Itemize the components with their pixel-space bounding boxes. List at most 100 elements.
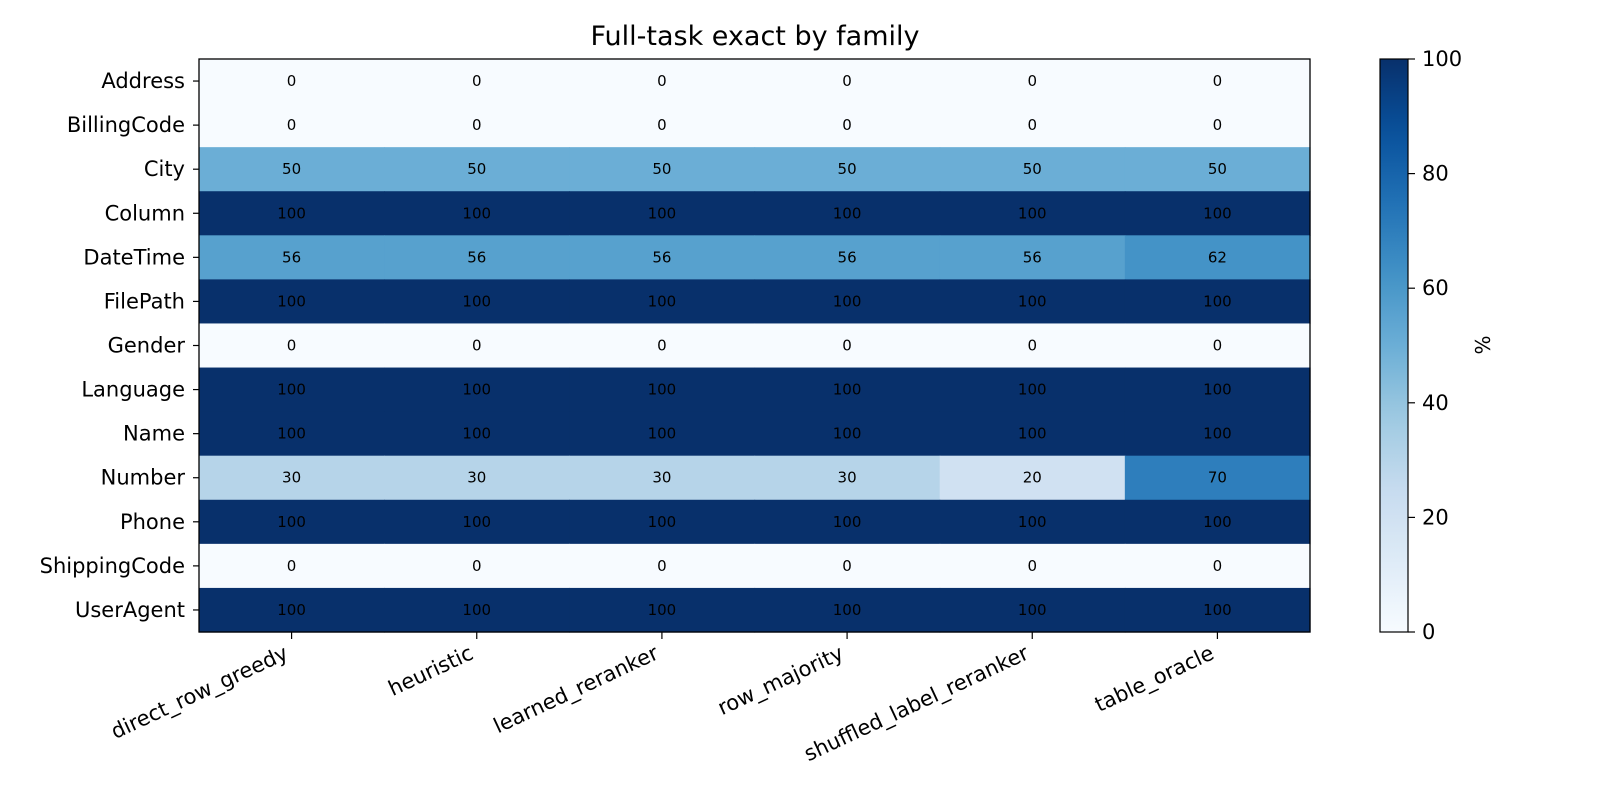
heatmap-cell <box>199 323 385 369</box>
cell-value-label: 50 <box>838 160 857 178</box>
heatmap-cell-labels: 0 0 0 0 0 0 0 0 0 0 0 0 50 50 50 50 50 50 100 100 100 100 100 1… <box>277 72 1231 619</box>
heatmap-cell <box>754 147 941 192</box>
heatmap-cell <box>754 279 941 325</box>
heatmap-cell <box>384 235 570 280</box>
heatmap-cell <box>1124 499 1311 545</box>
cell-value-label: 100 <box>648 381 677 399</box>
cell-value-label: 100 <box>1018 601 1047 619</box>
heatmap-cell <box>384 59 570 104</box>
heatmap-cell <box>384 499 570 545</box>
cell-value-label: 20 <box>1023 469 1042 487</box>
heatmap-cell <box>569 323 756 369</box>
heatmap-cell <box>384 411 570 457</box>
heatmap-cell <box>1124 455 1311 501</box>
cell-value-label: 100 <box>462 601 491 619</box>
heatmap-cell <box>939 411 1126 457</box>
heatmap-cell <box>569 147 756 192</box>
heatmap-cell <box>569 499 756 545</box>
heatmap-cell <box>569 587 756 633</box>
heatmap-cell <box>1124 235 1311 280</box>
heatmap-cell <box>939 543 1126 589</box>
heatmap-cell <box>939 235 1126 280</box>
cell-value-label: 0 <box>1213 337 1223 355</box>
cell-value-label: 0 <box>842 72 852 90</box>
cell-value-label: 100 <box>648 425 677 443</box>
heatmap-cell <box>1124 191 1311 236</box>
heatmap-cell <box>384 543 570 589</box>
heatmap-cell <box>199 499 385 545</box>
heatmap-cell <box>569 411 756 457</box>
y-tick-label: Language <box>81 378 185 402</box>
cell-value-label: 0 <box>472 337 482 355</box>
cell-value-label: 100 <box>833 601 862 619</box>
cell-value-label: 0 <box>1213 72 1223 90</box>
colorbar-tick-label: 80 <box>1422 162 1449 186</box>
cell-value-label: 100 <box>277 381 306 399</box>
cell-value-label: 100 <box>277 601 306 619</box>
cell-value-label: 100 <box>1203 425 1232 443</box>
cell-value-label: 100 <box>462 204 491 222</box>
heatmap-cell <box>384 279 570 325</box>
heatmap-cell <box>569 455 756 501</box>
colorbar-tick-label: 20 <box>1422 505 1449 529</box>
heatmap-cell <box>384 455 570 501</box>
y-tick-label: FilePath <box>104 289 185 313</box>
heatmap-cell <box>569 103 756 148</box>
heatmap-cell <box>754 323 941 369</box>
cell-value-label: 100 <box>462 381 491 399</box>
cell-value-label: 0 <box>657 116 667 134</box>
cell-value-label: 0 <box>657 337 667 355</box>
heatmap-cell <box>384 367 570 413</box>
heatmap-cell <box>939 103 1126 148</box>
cell-value-label: 56 <box>1023 248 1042 266</box>
cell-value-label: 100 <box>1018 513 1047 531</box>
y-tick-label: ShippingCode <box>40 554 185 578</box>
heatmap-cell <box>199 411 385 457</box>
colorbar <box>1379 58 1409 633</box>
y-tick-label: City <box>144 157 185 181</box>
heatmap-cell <box>939 587 1126 633</box>
colorbar-tick-label: 100 <box>1422 47 1462 71</box>
heatmap-cell <box>1124 411 1311 457</box>
cell-value-label: 0 <box>472 557 482 575</box>
heatmap-cell <box>1124 367 1311 413</box>
heatmap-cell <box>754 543 941 589</box>
cell-value-label: 0 <box>472 72 482 90</box>
x-tick-label: row_majority <box>714 641 848 721</box>
cell-value-label: 56 <box>467 248 486 266</box>
heatmap-cell <box>754 411 941 457</box>
heatmap-cell <box>939 499 1126 545</box>
cell-value-label: 100 <box>1203 204 1232 222</box>
cell-value-label: 30 <box>838 469 857 487</box>
colorbar-axis: 0 20 40 60 80 100 <box>1408 47 1462 644</box>
heatmap-cell <box>754 103 941 148</box>
heatmap-cell <box>569 367 756 413</box>
cell-value-label: 0 <box>287 116 297 134</box>
heatmap-cell <box>384 191 570 236</box>
heatmap-cell <box>939 367 1126 413</box>
cell-value-label: 50 <box>1208 160 1227 178</box>
heatmap-cell <box>199 103 385 148</box>
y-tick-label: DateTime <box>83 245 185 269</box>
cell-value-label: 100 <box>277 513 306 531</box>
cell-value-label: 56 <box>652 248 671 266</box>
y-tick-label: Phone <box>120 510 185 534</box>
x-tick-label: heuristic <box>385 641 477 701</box>
heatmap-cell <box>754 367 941 413</box>
heatmap-cell <box>569 59 756 104</box>
cell-value-label: 100 <box>1203 292 1232 310</box>
heatmap-cell <box>384 323 570 369</box>
cell-value-label: 100 <box>833 381 862 399</box>
cell-value-label: 100 <box>1018 292 1047 310</box>
cell-value-label: 100 <box>648 292 677 310</box>
heatmap-cell <box>569 543 756 589</box>
heatmap-cell <box>754 499 941 545</box>
heatmap-cell <box>939 323 1126 369</box>
cell-value-label: 0 <box>1027 72 1037 90</box>
cell-value-label: 100 <box>648 513 677 531</box>
cell-value-label: 0 <box>657 557 667 575</box>
cell-value-label: 100 <box>833 292 862 310</box>
cell-value-label: 30 <box>467 469 486 487</box>
